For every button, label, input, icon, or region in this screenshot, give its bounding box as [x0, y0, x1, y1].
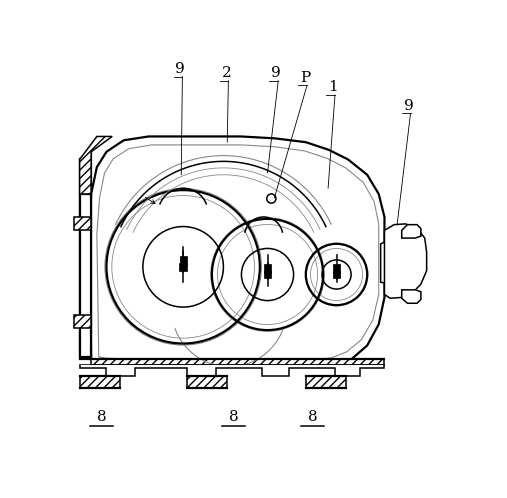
Polygon shape: [381, 240, 417, 284]
Polygon shape: [187, 376, 227, 387]
Polygon shape: [264, 271, 271, 278]
Text: 8: 8: [308, 410, 317, 424]
Polygon shape: [402, 225, 421, 238]
Polygon shape: [179, 256, 187, 265]
Text: 1: 1: [328, 80, 338, 94]
Polygon shape: [97, 145, 379, 360]
Text: 8: 8: [97, 410, 106, 424]
Polygon shape: [179, 263, 187, 271]
Polygon shape: [89, 136, 384, 367]
Polygon shape: [74, 217, 91, 231]
Text: 9: 9: [175, 62, 185, 76]
Polygon shape: [306, 376, 346, 387]
Polygon shape: [264, 264, 271, 272]
Text: 9: 9: [271, 66, 281, 80]
Polygon shape: [80, 136, 112, 194]
Text: 2: 2: [222, 66, 231, 80]
Polygon shape: [402, 290, 421, 303]
Polygon shape: [384, 224, 427, 298]
Polygon shape: [333, 271, 340, 278]
Polygon shape: [80, 194, 91, 357]
Polygon shape: [80, 376, 120, 387]
Polygon shape: [91, 359, 384, 365]
Text: P: P: [300, 71, 310, 85]
Polygon shape: [333, 264, 340, 272]
Text: 9: 9: [404, 99, 413, 113]
Text: 8: 8: [229, 410, 239, 424]
Polygon shape: [80, 365, 384, 376]
Polygon shape: [74, 315, 91, 328]
